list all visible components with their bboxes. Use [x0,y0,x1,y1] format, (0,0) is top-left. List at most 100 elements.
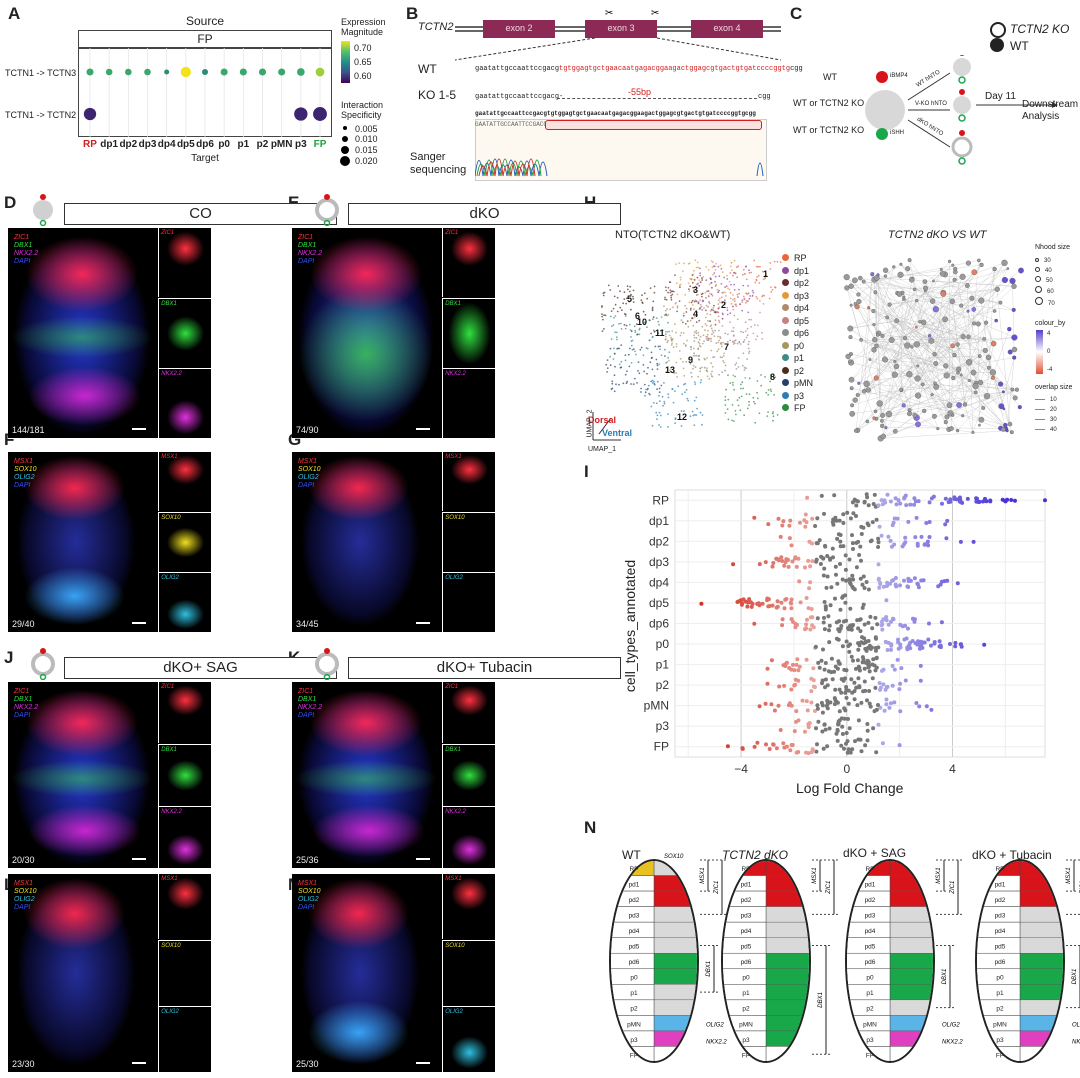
band-segment [653,968,697,985]
beeswarm-point-dp1 [914,515,919,520]
colour-tick-3: -4 [1047,367,1053,373]
umap-cell-dp5 [761,338,764,340]
milo-node [943,372,950,379]
umap-cell-dp4 [692,324,695,327]
umap-cell-dp2 [667,286,670,289]
beeswarm-point-dp4 [864,580,869,584]
umap-cell-p3 [667,413,669,415]
umap-cell-p1 [658,363,661,366]
milo-node [939,267,943,271]
side-label: NKX2.2 [161,809,182,815]
beeswarm-point-p2 [841,678,846,683]
umap-cell-dp5 [745,299,748,302]
milo-edge [882,335,976,393]
beeswarm-point-dp5 [736,599,741,604]
micrograph-L: MSX1 SOX10 OLIG2 DAPI 23/30 MSX1 SOX10 OLIG2 [8,874,211,1072]
umap-cell-p1 [643,323,645,326]
beeswarm-point-p3 [865,722,870,726]
beeswarm-point-dp3 [794,564,799,569]
domain-label-pMN: pMN [993,1021,1007,1028]
umap-cell-pMN [659,345,661,348]
milo-node [998,300,1003,305]
umap-cell-p1 [630,336,632,338]
umap-cell-dp5 [731,305,734,308]
umap-cell-dp4 [675,345,678,348]
organoid-image [8,682,157,868]
umap-cell-dp4 [713,335,716,337]
umap-cell-p3 [653,380,655,383]
umap-cell-p1 [642,354,645,357]
milo-edge [846,276,976,387]
umap-cell-dp6 [690,346,693,348]
beeswarm-point-FP [774,746,779,751]
milo-node [914,375,921,382]
channel-legend: MSX1 SOX10 OLIG2 DAPI [298,880,321,912]
milo-edge [972,329,1010,433]
beeswarm-point-dp5 [745,604,750,609]
milo-node [1007,326,1012,332]
xtick-label: 4 [949,762,956,776]
band-segment [653,890,697,907]
umap-cell-p1 [635,353,637,356]
beeswarm-point-dp5 [798,600,803,605]
umap-cell-FP [734,410,737,412]
beeswarm-point-RP [893,496,898,501]
wt-seq-end: cgg [790,65,803,73]
domain-label-p2: p2 [996,1006,1004,1013]
milo-edge [916,384,923,418]
umap-cell-p0 [670,344,673,346]
side-channel-sox10: SOX10 [442,940,495,1006]
spec-dot-1 [343,126,347,130]
beeswarm-point-dp6 [803,627,807,632]
colour-tick-1: 4 [1047,331,1051,337]
beeswarm-point-pMN [878,705,883,710]
umap-cell-dp5 [746,327,749,330]
umap-cell-p0 [675,343,678,345]
beeswarm-point-RP [854,503,859,508]
beeswarm-point-dp5 [789,601,794,606]
umap-cell-pMN [658,391,661,394]
panel-label-i: I [584,462,589,481]
umap-cell-p0 [703,340,705,343]
umap-cell-dp6 [714,329,716,332]
umap-cell-dp3 [719,264,722,267]
milo-node [848,335,853,340]
milo-edge [943,289,998,294]
umap-cell-dp5 [712,307,715,309]
wt-sequence: gaatattgccaattccgacgtgtggagtgctgaacaatga… [475,65,803,73]
side-channel-olig2: OLIG2 [442,1006,495,1072]
expr-tick-1: 0.70 [354,43,372,53]
umap-cell-dp4 [710,327,713,330]
umap-cell-FP [774,376,777,379]
wt-bot-dot [958,76,966,84]
milo-node [1017,405,1022,410]
nkx22-label: NKX2.2 [1072,1039,1080,1045]
beeswarm-point-dp2 [958,539,963,544]
umap-cell-dp1 [723,276,725,279]
beeswarm-point-dp1 [776,516,781,521]
beeswarm-point-p2 [862,679,867,684]
umap-cell-FP [726,408,729,411]
beeswarm-point-dp4 [860,582,865,587]
side-channel-msx1: MSX1 [442,874,495,939]
scissors-icon-1: ✂ [605,10,613,19]
umap-cell-dp4 [706,333,709,336]
umap-cell-dp3 [694,285,697,288]
umap-cell-dp5 [744,330,747,332]
umap-cell-p3 [692,414,695,417]
beeswarm-point-p1 [795,657,800,662]
umap-cell-RP [762,278,765,281]
beeswarm-point-p0 [857,643,862,648]
beeswarm-point-p3 [876,722,881,727]
umap-cell-RP [755,278,758,281]
milo-edge [885,427,1001,429]
umap-cell-pMN [643,383,646,386]
umap-cell-RP [761,270,764,273]
umap-cell-pMN [606,367,609,369]
nhood-legend: 30 40 50 60 70 [1035,256,1055,309]
umap-legend-item: dp6 [782,327,813,340]
umap-cell-dp5 [717,315,720,318]
umap-cell-p3 [658,394,660,397]
umap-legend-item: pMN [782,377,813,390]
row-bot-label: WT or TCTN2 KO [793,125,865,135]
